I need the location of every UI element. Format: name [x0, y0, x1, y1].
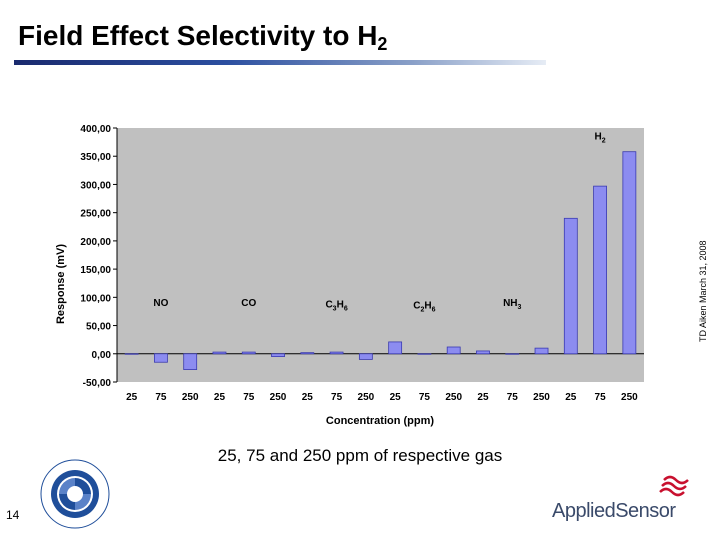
y-tick-label: 350,00 [80, 152, 111, 163]
side-note-text: TD Aiken March 31, 2008 [698, 240, 708, 342]
x-tick-label: 75 [595, 392, 607, 403]
bar [593, 185, 607, 355]
x-tick-label: 25 [214, 392, 226, 403]
y-axis-label: Response (mV) [55, 244, 67, 324]
x-axis-ticks: 25 75 250 25 75 250 25 75 250 25 75 250 25 75 250 25 75 2… [126, 392, 638, 403]
page-number: 14 [6, 508, 20, 522]
y-tick-label: 150,00 [80, 265, 111, 276]
x-tick-label: 75 [155, 392, 167, 403]
bar [212, 351, 227, 355]
bar [417, 353, 432, 355]
bar-series [124, 151, 637, 370]
x-tick-label: 75 [331, 392, 343, 403]
x-tick-label: 75 [243, 392, 255, 403]
x-tick-label: 250 [270, 392, 287, 403]
bar [505, 353, 520, 355]
slide-title: Field Effect Selectivity to H2 [18, 20, 387, 55]
bar [300, 352, 315, 355]
y-tick-label: 0,00 [92, 350, 112, 361]
gas-label: C3H6 [325, 299, 347, 312]
bar [329, 351, 344, 355]
x-tick-label: 250 [182, 392, 199, 403]
bar [183, 353, 198, 370]
x-tick-label: 250 [358, 392, 375, 403]
plot-area [117, 128, 644, 382]
bar [124, 353, 139, 355]
bar [388, 341, 403, 355]
x-tick-label: 25 [390, 392, 402, 403]
x-tick-label: 25 [126, 392, 138, 403]
y-tick-label: 300,00 [80, 180, 111, 191]
x-tick-label: 75 [507, 392, 519, 403]
bar [622, 151, 637, 355]
brand-name: AppliedSensor [552, 500, 676, 522]
bar [563, 217, 578, 355]
bar [241, 351, 256, 355]
x-tick-label: 25 [565, 392, 577, 403]
gas-label: NH3 [503, 298, 521, 311]
x-tick-label: 250 [621, 392, 638, 403]
appliedsensor-mark-icon [659, 475, 689, 497]
x-tick-label: 250 [533, 392, 550, 403]
title-text: Field Effect Selectivity to H [18, 20, 378, 51]
gas-label: C2H6 [413, 301, 435, 314]
bar [154, 353, 168, 363]
x-tick-label: 25 [302, 392, 314, 403]
x-tick-label: 250 [445, 392, 462, 403]
gas-label: CO [241, 298, 256, 309]
bar [534, 347, 549, 355]
nha-logo-emblem [40, 459, 110, 529]
chart-caption: 25, 75 and 250 ppm of respective gas [217, 446, 503, 465]
title-subscript: 2 [377, 34, 388, 54]
title-underline [14, 60, 546, 65]
gas-group-labels: NO CO C3H6 C2H6 NH3 H2 [153, 131, 605, 313]
y-tick-label: 250,00 [80, 209, 111, 220]
x-tick-label: 25 [477, 392, 489, 403]
gas-label: NO [153, 298, 168, 309]
bar [358, 353, 373, 360]
y-tick-label: -50,00 [83, 378, 112, 389]
gas-label: H2 [595, 131, 606, 144]
bar [271, 353, 285, 357]
bar [446, 346, 461, 355]
x-axis-label: Concentration (ppm) [326, 415, 434, 427]
bar-chart: -50,00 0,00 50,00 100,00 150,00 200,00 250,00 3… [55, 124, 644, 427]
nha-logo [32, 456, 118, 537]
bar [476, 350, 490, 355]
y-tick-label: 200,00 [80, 237, 111, 248]
side-note: TD Aiken March 31, 2008 [698, 240, 718, 342]
x-tick-label: 75 [419, 392, 431, 403]
y-tick-label: 100,00 [80, 293, 111, 304]
y-axis-ticks: -50,00 0,00 50,00 100,00 150,00 200,00 250,00 3… [80, 124, 644, 389]
y-tick-label: 50,00 [86, 322, 111, 333]
y-tick-label: 400,00 [80, 124, 111, 135]
